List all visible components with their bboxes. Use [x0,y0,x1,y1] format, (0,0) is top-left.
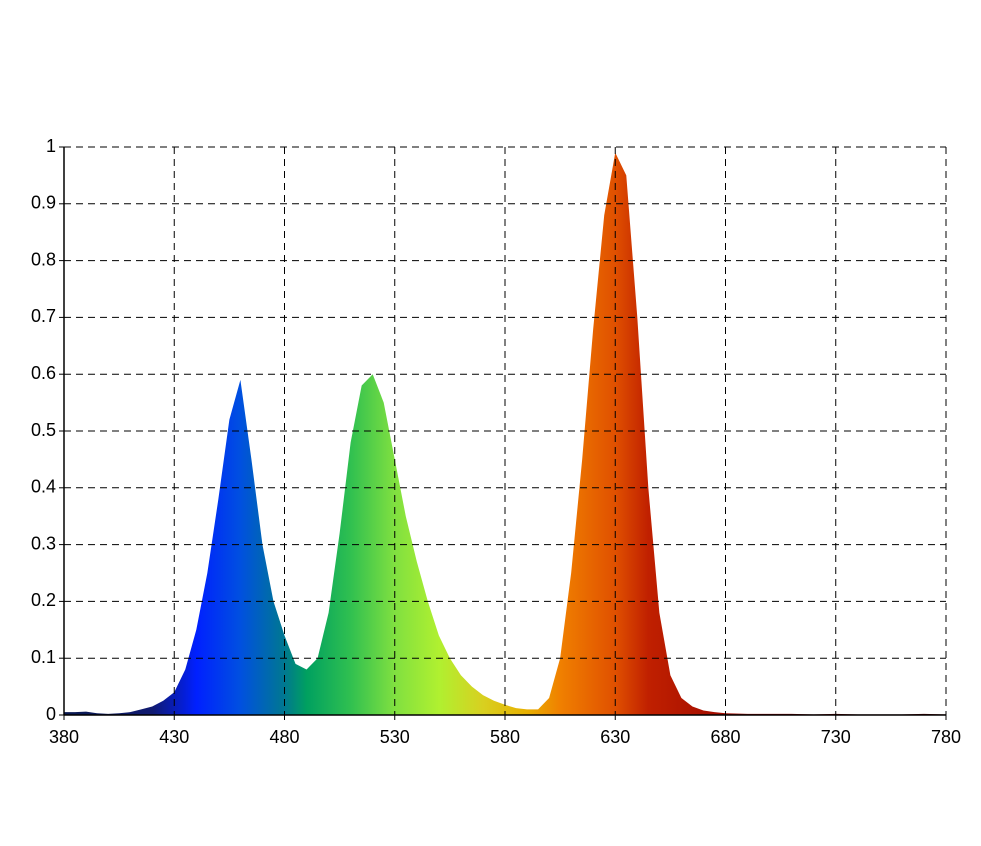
y-tick-label: 0.3 [31,533,56,553]
y-tick-label: 0.7 [31,306,56,326]
y-tick-label: 0.6 [31,363,56,383]
y-tick-label: 0 [46,704,56,724]
x-tick-label: 530 [380,727,410,747]
x-tick-label: 680 [710,727,740,747]
x-tick-label: 730 [821,727,851,747]
x-tick-label: 630 [600,727,630,747]
y-tick-label: 0.5 [31,420,56,440]
y-tick-label: 0.8 [31,249,56,269]
x-tick-label: 430 [159,727,189,747]
x-tick-label: 480 [269,727,299,747]
x-tick-label: 780 [931,727,961,747]
y-tick-label: 0.2 [31,590,56,610]
y-tick-label: 1 [46,136,56,156]
y-tick-label: 0.9 [31,193,56,213]
x-tick-label: 380 [49,727,79,747]
y-tick-label: 0.1 [31,647,56,667]
spectrum-area [64,152,946,715]
y-tick-label: 0.4 [31,477,56,497]
x-tick-label: 580 [490,727,520,747]
